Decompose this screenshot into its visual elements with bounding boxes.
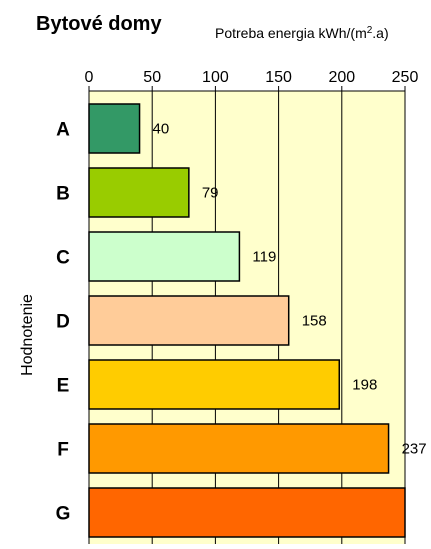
chart-subtitle: Potreba energia kWh/(m2.a) xyxy=(215,25,389,41)
category-label: A xyxy=(56,120,70,141)
x-tick-label: 200 xyxy=(328,69,355,86)
chart-subtitle-main: Potreba energia kWh/(m xyxy=(215,25,367,41)
x-tick-label: 0 xyxy=(85,69,94,86)
bar-d xyxy=(88,295,290,346)
value-label: 79 xyxy=(202,185,219,202)
category-label: C xyxy=(56,248,70,269)
bar-f xyxy=(88,423,390,474)
chart-title: Bytové domy xyxy=(36,13,162,35)
x-tick-labels: 0 50 100 150 200 250 xyxy=(85,69,419,86)
bar-a xyxy=(88,103,141,154)
chart-subtitle-sup: 2 xyxy=(367,25,373,36)
bar-c xyxy=(88,231,241,282)
category-label: B xyxy=(56,184,70,205)
chart-subtitle-end: .a) xyxy=(372,25,388,41)
value-label: 158 xyxy=(302,313,327,330)
x-tick-label: 100 xyxy=(202,69,229,86)
y-axis-title: Hodnotenie xyxy=(19,294,36,376)
category-label: G xyxy=(56,504,71,525)
category-label: D xyxy=(56,312,70,333)
value-labels: 40 79 119 158 198 237 xyxy=(153,121,427,458)
value-label: 198 xyxy=(352,377,377,394)
value-label: 237 xyxy=(402,441,427,458)
bar-b xyxy=(88,167,190,218)
x-tick-label: 50 xyxy=(143,69,161,86)
category-labels: A B C D E F G xyxy=(56,120,71,525)
bar-g xyxy=(88,487,406,538)
value-label: 119 xyxy=(252,249,276,266)
category-label: F xyxy=(57,440,69,461)
x-tick-label: 250 xyxy=(392,69,419,86)
bars xyxy=(88,103,406,538)
bar-e xyxy=(88,359,341,410)
x-tick-label: 150 xyxy=(265,69,292,86)
category-label: E xyxy=(57,376,70,397)
value-label: 40 xyxy=(153,121,170,138)
